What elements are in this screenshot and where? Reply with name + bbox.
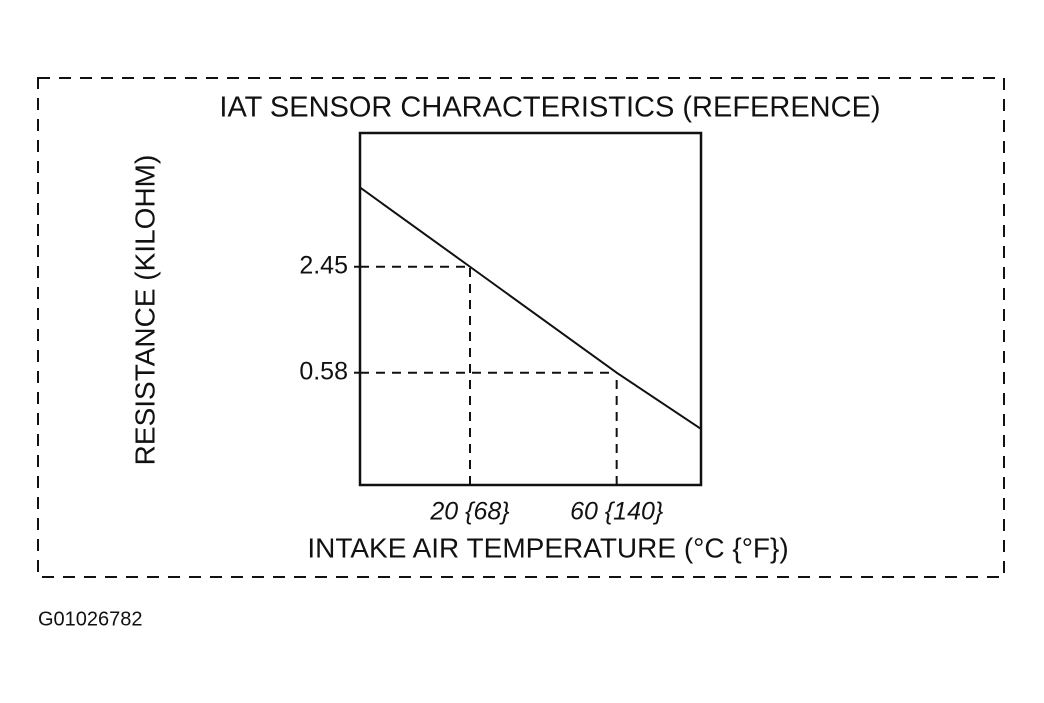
y-axis-label: RESISTANCE (KILOHM): [129, 155, 160, 466]
x-axis-label: INTAKE AIR TEMPERATURE (°C {°F}): [307, 532, 788, 563]
chart-title: IAT SENSOR CHARACTERISTICS (REFERENCE): [219, 92, 880, 124]
x-tick-label: 60 {140}: [570, 498, 663, 526]
figure-id: G01026782: [38, 608, 143, 630]
curve: [359, 186, 702, 430]
y-tick-label: 0.58: [299, 357, 348, 385]
x-tick-label: 20 {68}: [429, 498, 509, 526]
plot-frame: [358, 131, 703, 487]
y-tick-label: 2.45: [299, 251, 348, 279]
frame: [37, 77, 1005, 578]
